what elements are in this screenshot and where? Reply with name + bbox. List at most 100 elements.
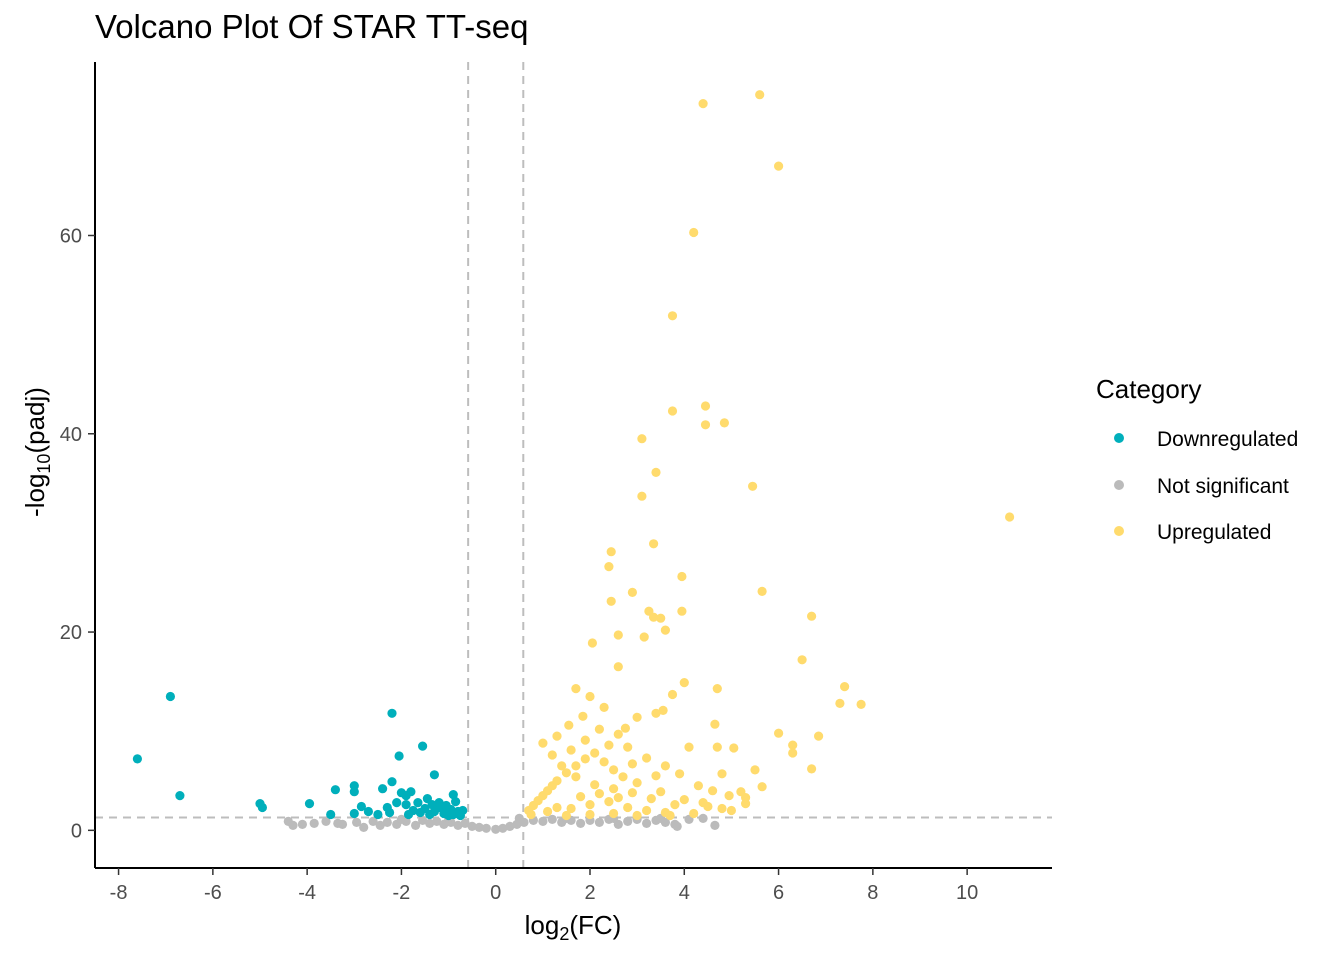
data-point — [755, 90, 765, 100]
data-point — [132, 754, 142, 764]
data-point — [552, 776, 562, 786]
data-point — [257, 802, 267, 813]
legend-swatch — [1114, 526, 1124, 536]
data-point — [590, 780, 600, 790]
data-point — [566, 803, 576, 814]
data-point — [467, 821, 477, 832]
data-point — [585, 691, 595, 702]
data-point — [632, 712, 642, 722]
x-tick-label: 6 — [773, 882, 784, 904]
data-point — [585, 800, 595, 810]
data-point — [623, 742, 633, 752]
y-tick-label: 20 — [60, 622, 82, 644]
data-point — [418, 741, 428, 751]
data-point — [642, 818, 652, 829]
data-point — [604, 740, 614, 750]
axes: -8 -6 -4 -2 0 2 4 6 8 10 0 20 40 60 — [60, 62, 1052, 904]
data-point — [368, 816, 378, 827]
data-point — [677, 571, 687, 582]
data-point — [385, 807, 395, 818]
data-point — [403, 809, 414, 820]
data-point — [613, 729, 623, 739]
data-point — [441, 800, 451, 811]
data-point — [700, 401, 711, 411]
data-point — [585, 809, 595, 820]
data-point — [429, 770, 439, 780]
x-tick-label: 0 — [490, 882, 501, 904]
data-point — [566, 745, 576, 755]
data-point — [729, 743, 739, 753]
data-point — [448, 790, 458, 800]
data-point — [557, 761, 567, 771]
data-point — [425, 818, 435, 829]
data-point — [620, 723, 631, 733]
data-point — [679, 795, 689, 805]
data-point — [609, 808, 619, 819]
data-point — [418, 815, 428, 826]
data-point — [576, 792, 586, 802]
data-point — [719, 418, 730, 428]
data-point — [514, 813, 524, 824]
data-point — [599, 702, 609, 713]
data-point — [288, 820, 298, 831]
data-point — [627, 587, 638, 598]
data-point — [698, 99, 708, 109]
data-point — [741, 799, 751, 809]
data-point — [632, 778, 642, 788]
x-axis-title: log2(FC) — [525, 910, 622, 944]
data-point — [623, 802, 633, 813]
data-point — [797, 655, 807, 665]
data-point — [564, 720, 574, 730]
data-point — [561, 810, 572, 821]
data-point — [330, 785, 340, 795]
data-point — [413, 798, 423, 808]
data-point — [757, 782, 767, 792]
x-tick-label: 2 — [584, 882, 595, 904]
data-point — [175, 791, 185, 801]
data-point — [571, 772, 581, 782]
data-point — [613, 630, 623, 640]
data-point — [165, 691, 175, 702]
data-point — [599, 757, 609, 767]
data-point — [401, 800, 411, 810]
data-point — [498, 823, 508, 833]
data-point — [547, 814, 557, 825]
data-point — [609, 784, 619, 794]
legend-label: Not significant — [1157, 475, 1289, 498]
series-upregulated — [524, 90, 1015, 821]
data-point — [609, 765, 619, 775]
data-point — [552, 802, 562, 813]
data-point — [304, 799, 315, 809]
data-point — [708, 786, 718, 796]
data-point — [712, 684, 722, 694]
data-point — [788, 748, 798, 758]
data-point — [460, 818, 470, 829]
data-point — [672, 821, 682, 832]
data-point — [590, 748, 600, 758]
data-point — [774, 728, 784, 738]
data-point — [726, 805, 737, 816]
data-point — [670, 800, 680, 810]
data-point — [427, 800, 437, 810]
y-axis-ticks: 0 20 40 60 — [60, 225, 95, 842]
data-point — [349, 787, 359, 797]
data-point — [453, 820, 463, 831]
data-point — [660, 761, 671, 771]
legend-entry-downregulated: Downregulated — [1114, 428, 1298, 451]
data-point — [613, 662, 623, 672]
data-point — [667, 689, 678, 700]
data-point — [750, 765, 760, 775]
data-point — [406, 787, 416, 797]
legend: Category Downregulated Not significant U… — [1096, 374, 1298, 544]
data-point — [623, 816, 633, 827]
data-point — [651, 708, 661, 718]
data-point — [642, 805, 652, 816]
data-point — [724, 791, 734, 801]
data-point — [580, 735, 590, 745]
legend-label: Upregulated — [1157, 521, 1271, 544]
data-point — [321, 816, 331, 827]
data-point — [679, 678, 689, 688]
data-point — [491, 824, 501, 834]
data-point — [689, 808, 699, 819]
data-point — [363, 806, 373, 817]
